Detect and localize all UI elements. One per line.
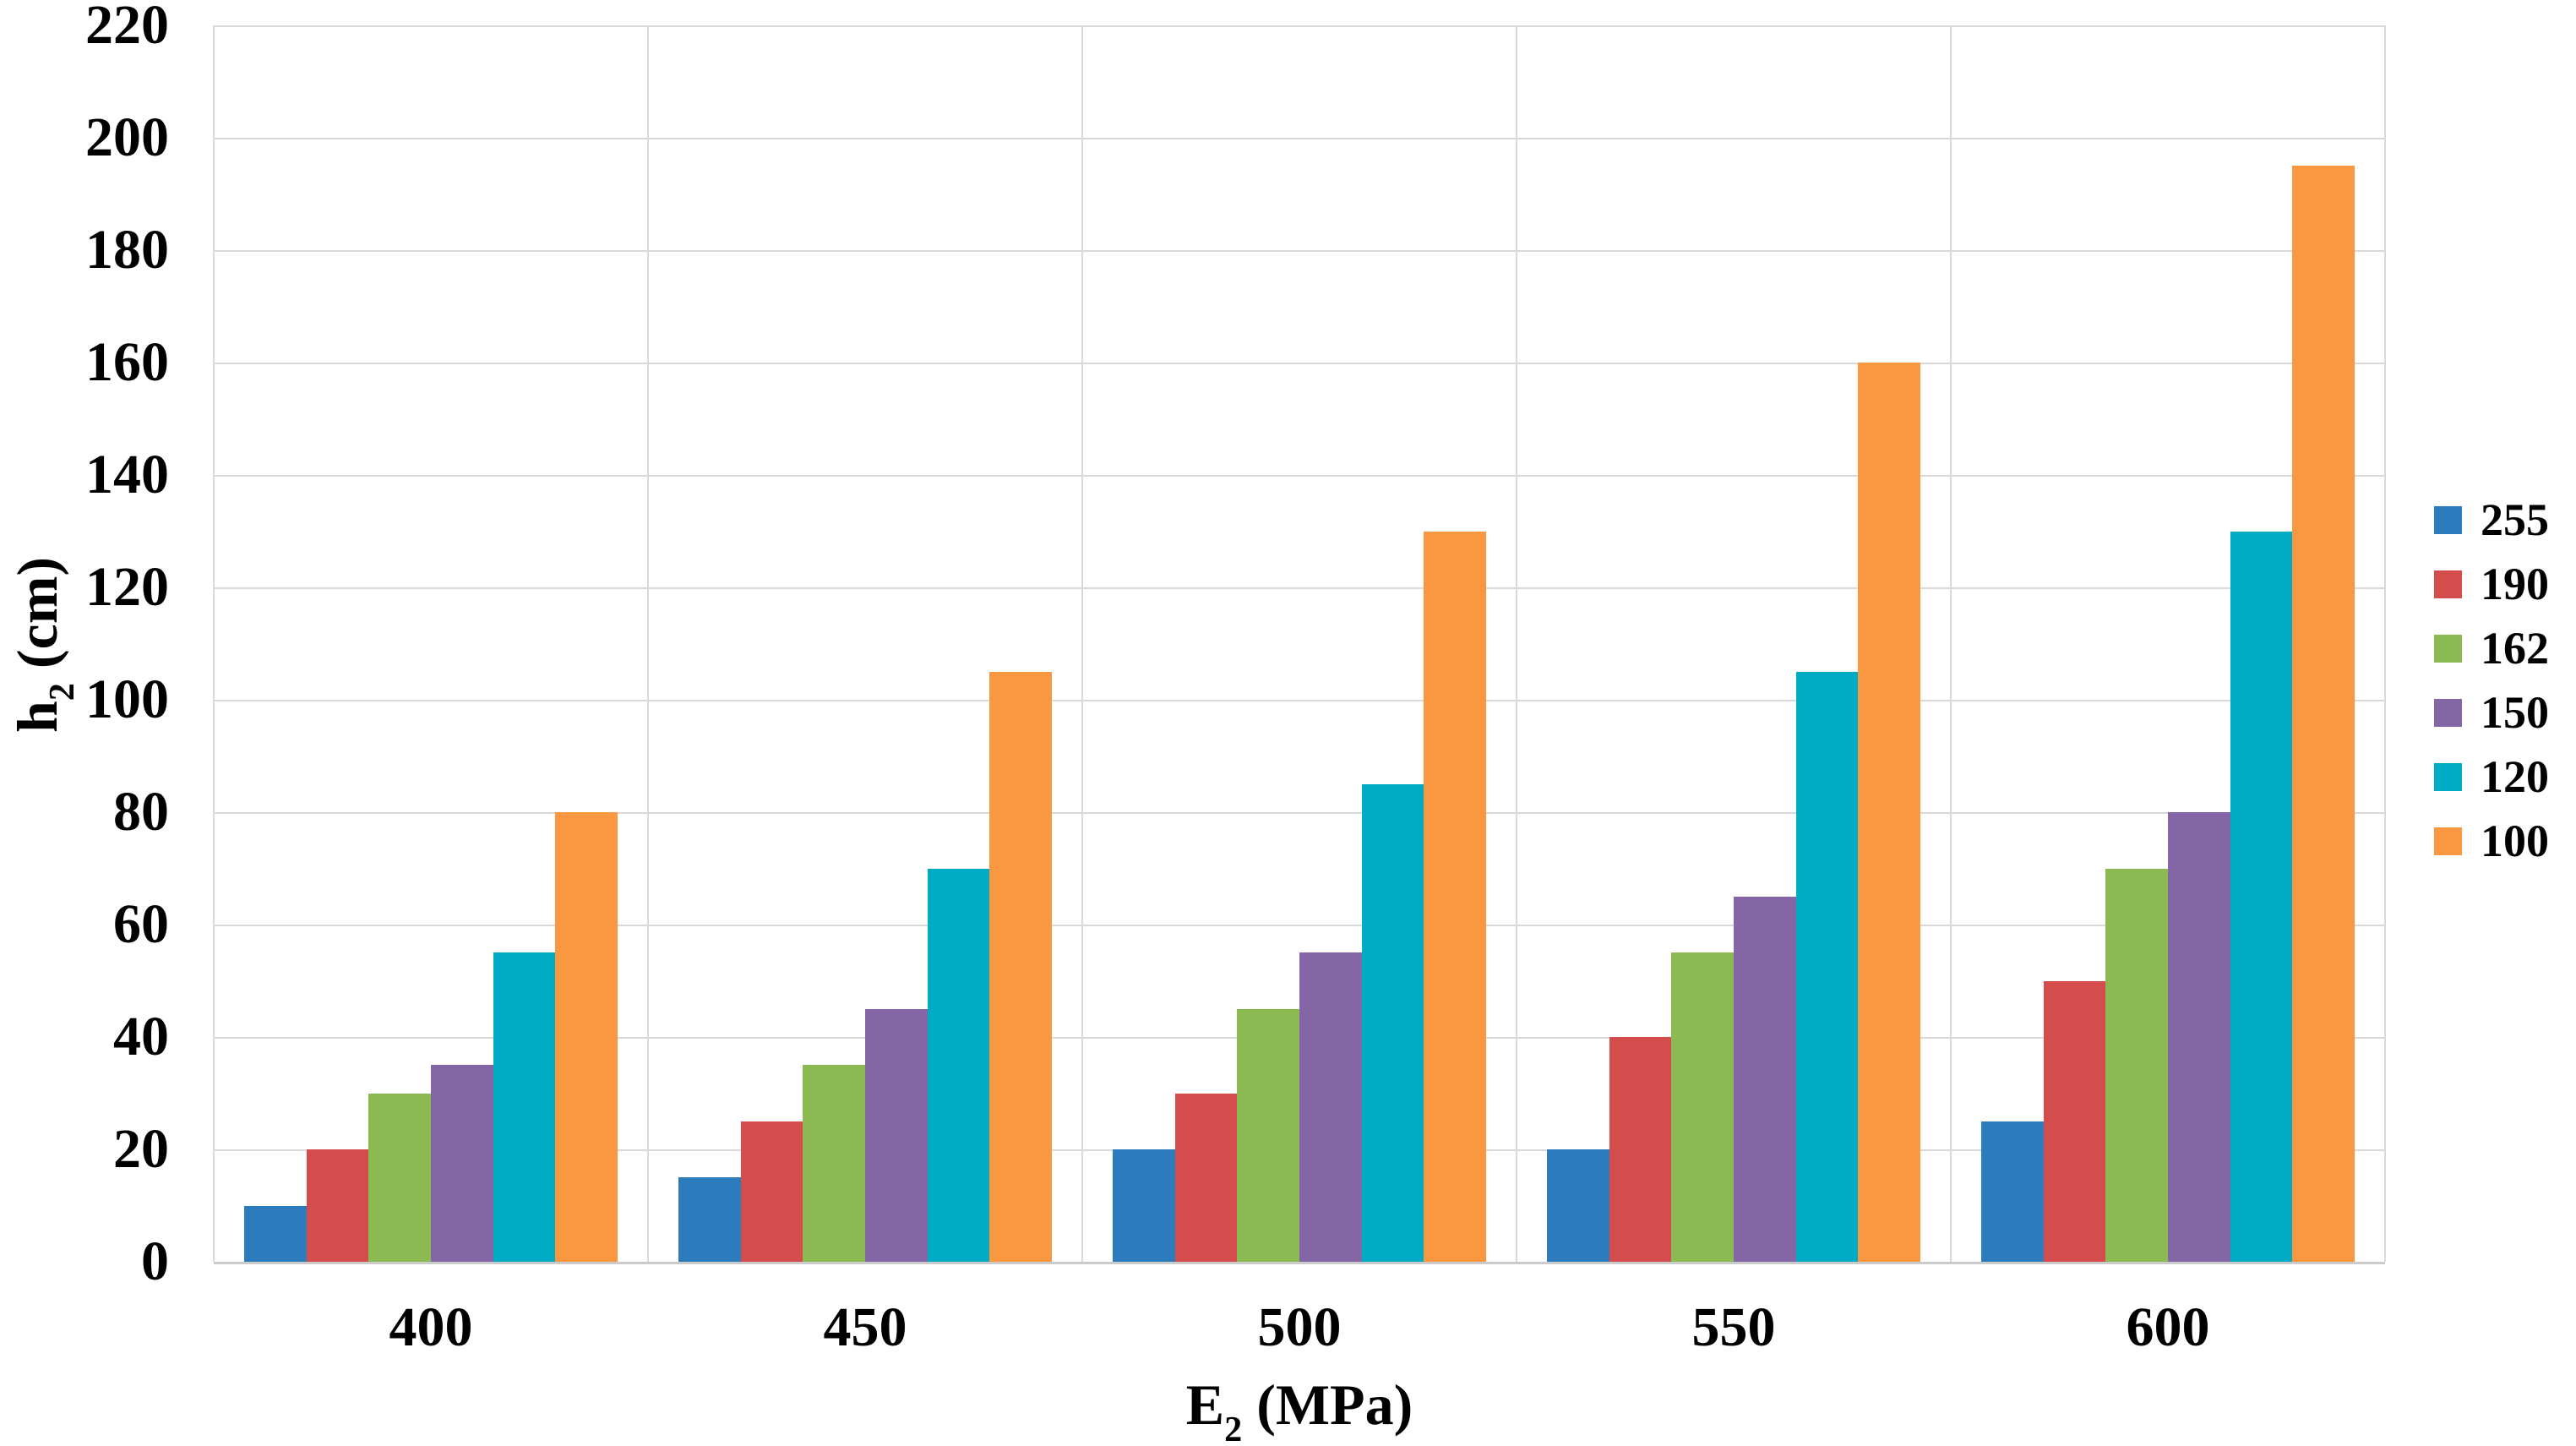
gridline-horizontal-120 bbox=[214, 587, 2385, 589]
bar-162-at-450 bbox=[803, 1065, 866, 1262]
gridline-vertical-5 bbox=[2384, 25, 2386, 1262]
y-tick-label-220: 220 bbox=[85, 0, 169, 56]
bar-162-at-500 bbox=[1237, 1008, 1300, 1262]
gridline-horizontal-180 bbox=[214, 250, 2385, 252]
y-tick-label-60: 60 bbox=[113, 893, 169, 955]
bar-groups bbox=[214, 25, 2385, 1262]
bar-255-at-550 bbox=[1547, 1149, 1609, 1262]
legend-item-150: 150 bbox=[2434, 680, 2549, 745]
gridline-horizontal-220 bbox=[214, 25, 2385, 27]
bar-group-600 bbox=[1951, 25, 2385, 1262]
bar-120-at-500 bbox=[1361, 783, 1424, 1262]
bar-255-at-600 bbox=[1981, 1121, 2044, 1262]
bar-100-at-500 bbox=[1424, 531, 1487, 1262]
bar-group-500 bbox=[1082, 25, 1517, 1262]
y-tick-label-160: 160 bbox=[85, 331, 169, 393]
legend-item-162: 162 bbox=[2434, 616, 2549, 680]
y-tick-label-40: 40 bbox=[113, 1006, 169, 1067]
y-tick-label-120: 120 bbox=[85, 556, 169, 618]
y-tick-label-200: 200 bbox=[85, 106, 169, 168]
bar-162-at-600 bbox=[2105, 868, 2169, 1262]
y-tick-label-140: 140 bbox=[85, 444, 169, 505]
gridline-horizontal-140 bbox=[214, 475, 2385, 477]
bar-group-450 bbox=[648, 25, 1082, 1262]
bar-100-at-550 bbox=[1858, 363, 1921, 1262]
legend-swatch-100 bbox=[2434, 827, 2462, 855]
bar-190-at-400 bbox=[306, 1149, 369, 1262]
legend-label-190: 190 bbox=[2481, 559, 2549, 609]
bar-100-at-400 bbox=[555, 812, 618, 1262]
bar-group-550 bbox=[1517, 25, 1951, 1262]
bar-162-at-400 bbox=[368, 1093, 432, 1262]
bar-255-at-450 bbox=[678, 1177, 741, 1262]
y-tick-label-80: 80 bbox=[113, 781, 169, 843]
bar-255-at-400 bbox=[244, 1205, 307, 1262]
gridline-horizontal-100 bbox=[214, 700, 2385, 701]
gridline-horizontal-60 bbox=[214, 925, 2385, 926]
bar-150-at-550 bbox=[1734, 896, 1796, 1262]
x-tick-label-450: 450 bbox=[823, 1296, 907, 1358]
legend-label-120: 120 bbox=[2481, 751, 2549, 802]
x-tick-label-400: 400 bbox=[389, 1296, 473, 1358]
gridline-vertical-0 bbox=[213, 25, 215, 1262]
legend-label-162: 162 bbox=[2481, 623, 2549, 674]
gridline-horizontal-200 bbox=[214, 138, 2385, 139]
bar-190-at-500 bbox=[1174, 1093, 1238, 1262]
legend-swatch-255 bbox=[2434, 505, 2462, 534]
gridline-vertical-4 bbox=[1950, 25, 1952, 1262]
legend-item-255: 255 bbox=[2434, 488, 2549, 552]
legend-swatch-150 bbox=[2434, 698, 2462, 727]
x-axis-title-subscript: 2 bbox=[1224, 1409, 1243, 1446]
legend-swatch-162 bbox=[2434, 634, 2462, 663]
legend-swatch-190 bbox=[2434, 570, 2462, 598]
bar-190-at-550 bbox=[1609, 1037, 1672, 1262]
x-tick-label-600: 600 bbox=[2126, 1296, 2210, 1358]
x-axis-title-units: (MPa) bbox=[1242, 1372, 1413, 1437]
legend-item-100: 100 bbox=[2434, 809, 2549, 873]
bar-150-at-600 bbox=[2168, 812, 2230, 1262]
legend-item-120: 120 bbox=[2434, 745, 2549, 809]
bar-190-at-600 bbox=[2043, 980, 2106, 1262]
legend-label-255: 255 bbox=[2481, 494, 2549, 545]
y-tick-label-20: 20 bbox=[113, 1118, 169, 1180]
legend-swatch-120 bbox=[2434, 762, 2462, 791]
plot-area bbox=[213, 25, 2386, 1264]
bar-100-at-450 bbox=[989, 671, 1053, 1262]
legend-label-150: 150 bbox=[2481, 687, 2549, 738]
bar-150-at-450 bbox=[865, 1008, 928, 1262]
bar-162-at-550 bbox=[1671, 952, 1735, 1262]
bar-190-at-450 bbox=[740, 1121, 803, 1262]
x-axis-title: E2 (MPa) bbox=[214, 1376, 2385, 1446]
bar-120-at-400 bbox=[493, 952, 556, 1262]
bar-120-at-550 bbox=[1795, 671, 1859, 1262]
bar-120-at-600 bbox=[2230, 531, 2293, 1262]
bar-group-400 bbox=[214, 25, 648, 1262]
y-tick-label-0: 0 bbox=[141, 1230, 169, 1292]
bar-100-at-600 bbox=[2292, 166, 2355, 1262]
x-tick-label-550: 550 bbox=[1691, 1296, 1776, 1358]
bar-150-at-400 bbox=[431, 1065, 493, 1262]
gridline-vertical-2 bbox=[1081, 25, 1083, 1262]
y-tick-label-180: 180 bbox=[85, 219, 169, 281]
gridline-horizontal-80 bbox=[214, 812, 2385, 814]
gridline-horizontal-160 bbox=[214, 363, 2385, 364]
legend: 255 190 162 150 120 100 bbox=[2434, 488, 2549, 873]
y-tick-label-100: 100 bbox=[85, 668, 169, 730]
gridline-vertical-1 bbox=[647, 25, 649, 1262]
gridline-vertical-3 bbox=[1516, 25, 1517, 1262]
x-axis-title-main: E bbox=[1185, 1372, 1225, 1437]
x-tick-label-500: 500 bbox=[1257, 1296, 1342, 1358]
legend-item-190: 190 bbox=[2434, 552, 2549, 616]
bar-150-at-500 bbox=[1299, 952, 1362, 1262]
bar-255-at-500 bbox=[1113, 1149, 1175, 1262]
bar-120-at-450 bbox=[927, 868, 990, 1262]
legend-label-100: 100 bbox=[2481, 816, 2549, 866]
